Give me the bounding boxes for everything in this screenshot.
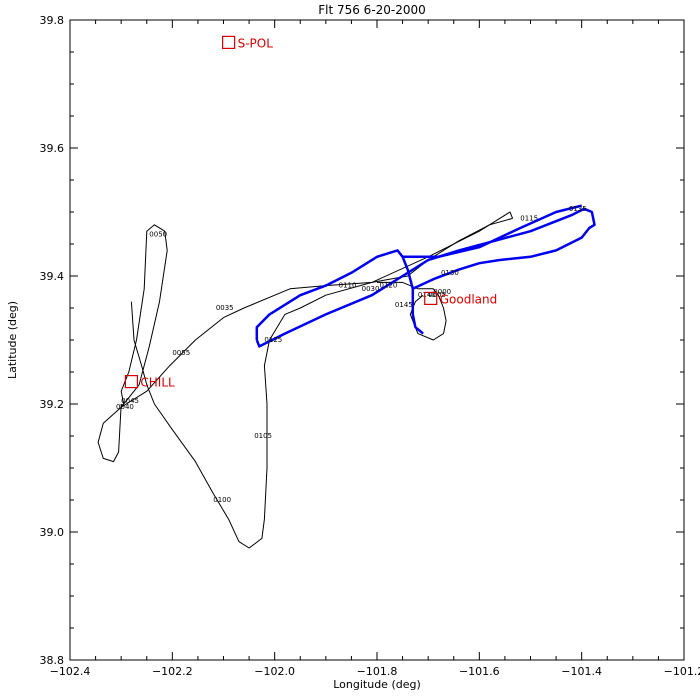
y-tick-label: 39.2 [40,398,65,411]
time-label: 0040 [116,403,134,411]
chart-title: Flt 756 6-20-2000 [318,3,426,17]
time-label: 0105 [254,432,272,440]
time-label: 0145 [395,301,413,309]
x-tick-label: −101.8 [357,665,398,678]
site-label: CHILL [140,376,175,390]
time-label: 0035 [216,304,234,312]
track-segment-6 [255,249,415,340]
x-tick-label: −101.4 [561,665,602,678]
site-label: Goodland [440,292,498,306]
time-label: 0050 [149,230,167,238]
y-tick-label: 38.8 [40,654,65,667]
x-tick-label: −102.2 [152,665,193,678]
x-tick-label: −102.4 [50,665,91,678]
radar-sites: S-POL CHILL Goodland [124,35,498,390]
y-axis-title: Latitude (deg) [6,301,19,379]
track-segment-4 [377,281,447,341]
time-label: 0130 [441,269,459,277]
y-tick-label: 39.8 [40,14,65,27]
x-axis: −102.4 −102.2 −102.0 −101.8 −101.6 −101.4 −101… [50,20,700,678]
site-label: S-POL [238,36,274,50]
y-tick-label: 39.0 [40,526,65,539]
time-label: 0135 [569,205,587,213]
track-segment-7 [402,204,583,259]
time-label: 0120 [380,282,398,290]
time-label: 0100 [213,496,231,504]
track-segment-5 [255,207,596,348]
time-label: 0000 [433,288,451,296]
y-tick-label: 39.6 [40,142,65,155]
y-tick-label: 39.4 [40,270,65,283]
x-tick-label: −101.2 [664,665,700,678]
site-marker [124,375,139,389]
site-marker [424,291,438,305]
x-tick-label: −102.0 [254,665,295,678]
track-segment-3 [130,211,514,549]
y-axis: 38.8 39.0 39.2 39.4 39.6 39.8 [40,14,684,667]
time-label: 0125 [264,336,282,344]
time-label: 0055 [172,349,190,357]
time-label: 0115 [520,214,538,222]
time-label: 0030 [362,285,380,293]
x-axis-title: Longitude (deg) [333,678,421,691]
time-label: 0045 [121,397,139,405]
site-marker [222,35,236,50]
flight-tracks [97,204,596,549]
time-label: 0140 [418,291,436,299]
time-label: 0110 [339,282,357,290]
x-tick-label: −101.6 [459,665,500,678]
track-segment-1 [97,224,168,463]
